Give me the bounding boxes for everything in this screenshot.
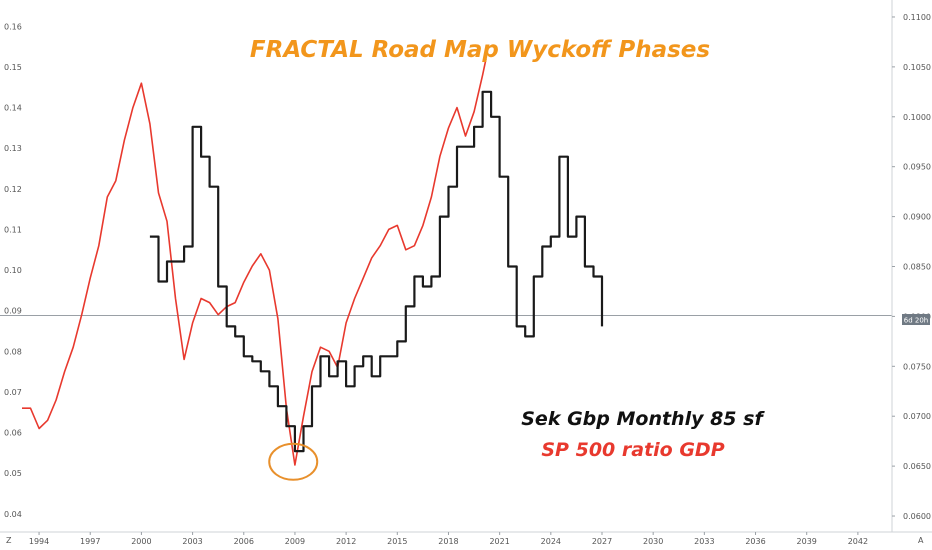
last-value-label: 6d 20h: [904, 317, 928, 325]
left-tick-label: 0.06: [4, 429, 22, 438]
left-tick-label: 0.14: [4, 104, 22, 113]
x-tick-label: 2027: [592, 537, 612, 546]
left-tick-label: 0.04: [4, 510, 22, 519]
x-tick-label: 2006: [234, 537, 254, 546]
x-tick-label: 2030: [643, 537, 663, 546]
right-tick-label: 0.1000: [903, 113, 931, 122]
highlight-ellipse: [268, 442, 319, 481]
left-tick-label: 0.12: [4, 185, 22, 194]
left-tick-label: 0.16: [4, 22, 22, 31]
x-tick-label: 2036: [745, 537, 765, 546]
left-tick-label: 0.13: [4, 144, 22, 153]
x-tick-label: 2015: [387, 537, 407, 546]
right-tick-label: 0.0850: [903, 262, 931, 271]
x-tick-label: 2018: [438, 537, 458, 546]
left-tick-label: 0.11: [4, 225, 22, 234]
x-tick-label: 2003: [182, 537, 202, 546]
x-tick-label: 2033: [694, 537, 714, 546]
x-tick-label: 2039: [797, 537, 817, 546]
series-line-0: [22, 58, 487, 466]
x-tick-label: 2012: [336, 537, 356, 546]
left-tick-label: 0.05: [4, 469, 22, 478]
series-layer: [22, 58, 604, 466]
last-value-badge: [902, 314, 930, 325]
right-tick-label: 0.0650: [903, 462, 931, 471]
annotation-black: Sek Gbp Monthly 85 sf: [521, 408, 765, 430]
left-tick-label: 0.07: [4, 388, 22, 397]
chart-title: FRACTAL Road Map Wyckoff Phases: [250, 37, 710, 63]
right-tick-label: 0.0900: [903, 213, 931, 222]
right-tick-label: 0.0950: [903, 163, 931, 172]
x-tick-label: 1997: [80, 537, 100, 546]
corner-right-label: A: [918, 536, 924, 545]
right-tick-label: 0.0750: [903, 362, 931, 371]
right-tick-label: 0.0700: [903, 412, 931, 421]
x-tick-label: 1994: [29, 537, 49, 546]
left-tick-label: 0.08: [4, 347, 22, 356]
left-tick-label: 0.10: [4, 266, 22, 275]
left-tick-label: 0.15: [4, 63, 22, 72]
x-tick-label: 2009: [285, 537, 305, 546]
x-tick-label: 2021: [489, 537, 509, 546]
right-tick-label: 0.1100: [903, 13, 931, 22]
x-tick-label: 2024: [541, 537, 561, 546]
x-tick-label: 2042: [848, 537, 868, 546]
right-tick-label: 0.1050: [903, 63, 931, 72]
left-tick-label: 0.09: [4, 307, 22, 316]
right-tick-label: 0.0600: [903, 512, 931, 521]
series-line-1: [149, 90, 604, 453]
corner-left-label: Z: [6, 536, 12, 545]
annotation-red: SP 500 ratio GDP: [541, 439, 724, 461]
x-tick-label: 2000: [131, 537, 151, 546]
